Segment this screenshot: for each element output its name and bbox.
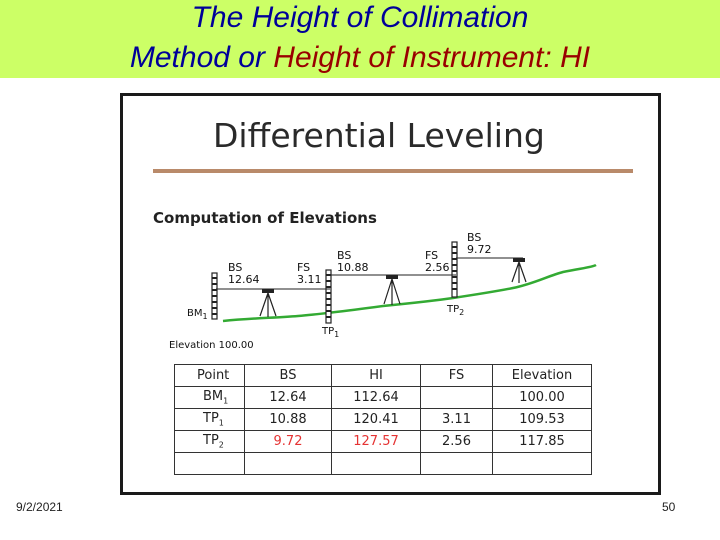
level-instrument-1 bbox=[259, 289, 277, 317]
bs1-label: BS 12.64 bbox=[228, 261, 260, 286]
elevation-table: Point BS HI FS Elevation BM1 12.64 112.6… bbox=[174, 364, 592, 475]
header-elevation: Elevation bbox=[492, 364, 592, 387]
leveling-figure: Differential Leveling Computation of Ele… bbox=[120, 93, 661, 495]
tp1-label: TP1 bbox=[322, 326, 340, 339]
cell-point: BM1 bbox=[174, 386, 245, 409]
cell-elevation bbox=[492, 452, 592, 475]
cell-fs: 2.56 bbox=[420, 430, 493, 453]
header-fs: FS bbox=[420, 364, 493, 387]
rod-tp2 bbox=[451, 241, 458, 298]
figure-subtitle: Computation of Elevations bbox=[153, 209, 377, 227]
cell-bs-highlighted: 9.72 bbox=[244, 430, 332, 453]
cell-hi bbox=[331, 452, 421, 475]
bs2-label: BS 10.88 bbox=[337, 249, 369, 274]
slide-date: 9/2/2021 bbox=[16, 500, 63, 514]
header-hi: HI bbox=[331, 364, 421, 387]
title-banner: The Height of Collimation Method or Heig… bbox=[0, 0, 720, 78]
level-instrument-3 bbox=[511, 258, 527, 283]
ground-line bbox=[222, 263, 597, 323]
table-row: TP2 9.72 127.57 2.56 117.85 bbox=[174, 430, 592, 453]
cell-point: TP1 bbox=[174, 408, 245, 431]
cell-elevation: 109.53 bbox=[492, 408, 592, 431]
table-header-row: Point BS HI FS Elevation bbox=[174, 364, 592, 387]
bm1-label: BM1 bbox=[187, 308, 208, 321]
title-underline bbox=[153, 169, 633, 173]
cell-point: TP2 bbox=[174, 430, 245, 453]
cell-point bbox=[174, 452, 245, 475]
header-point: Point bbox=[174, 364, 245, 387]
table-row: TP1 10.88 120.41 3.11 109.53 bbox=[174, 408, 592, 431]
cell-hi-highlighted: 127.57 bbox=[331, 430, 421, 453]
cell-fs: 3.11 bbox=[420, 408, 493, 431]
cell-hi: 112.64 bbox=[331, 386, 421, 409]
elevation-label: Elevation 100.00 bbox=[169, 340, 254, 351]
slide-title-line2: Method or Height of Instrument: HI bbox=[0, 40, 720, 76]
slide-title-line2-highlight: Height of Instrument: HI bbox=[273, 41, 591, 74]
bs3-label: BS 9.72 bbox=[467, 231, 492, 256]
leveling-diagram bbox=[211, 241, 597, 324]
cell-elevation: 100.00 bbox=[492, 386, 592, 409]
table-row: BM1 12.64 112.64 100.00 bbox=[174, 386, 592, 409]
cell-fs bbox=[420, 386, 493, 409]
cell-elevation: 117.85 bbox=[492, 430, 592, 453]
tp2-label: TP2 bbox=[447, 304, 465, 317]
fs1-label: FS 3.11 bbox=[297, 261, 322, 286]
level-instrument-2 bbox=[383, 275, 401, 305]
cell-fs bbox=[420, 452, 493, 475]
figure-title: Differential Leveling bbox=[213, 116, 545, 155]
cell-bs: 10.88 bbox=[244, 408, 332, 431]
cell-hi: 120.41 bbox=[331, 408, 421, 431]
cell-bs: 12.64 bbox=[244, 386, 332, 409]
rod-tp1 bbox=[325, 269, 332, 324]
header-bs: BS bbox=[244, 364, 332, 387]
slide-title-line2-part1: Method or bbox=[129, 41, 274, 74]
rod-bm1 bbox=[211, 272, 218, 320]
slide-page-number: 50 bbox=[662, 500, 676, 514]
slide-title-line1: The Height of Collimation bbox=[191, 1, 529, 34]
fs2-label: FS 2.56 bbox=[425, 249, 450, 274]
cell-bs bbox=[244, 452, 332, 475]
table-row-empty bbox=[174, 452, 592, 475]
